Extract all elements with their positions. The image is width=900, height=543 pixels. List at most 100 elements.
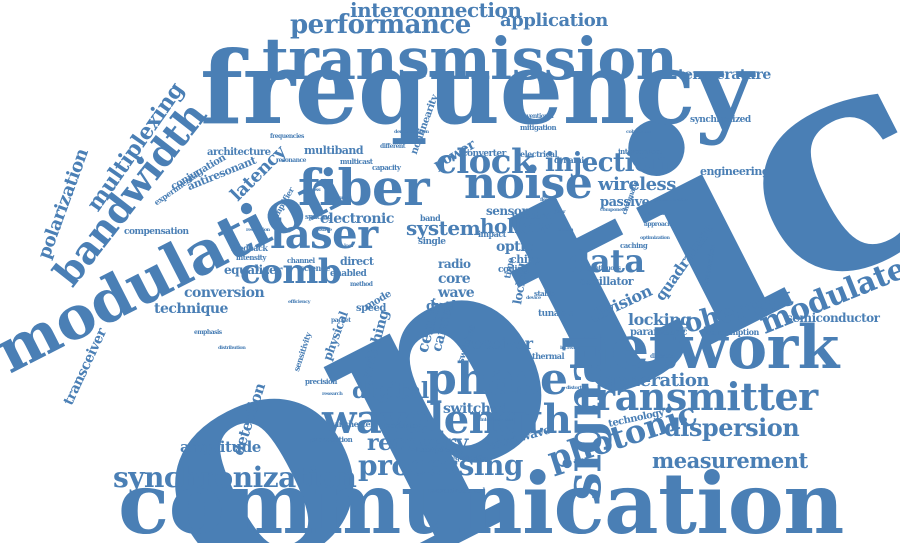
word-communication: communication bbox=[118, 454, 844, 543]
word-injection: injection bbox=[545, 148, 670, 178]
word-noise: noise bbox=[464, 158, 593, 209]
word-oscillator: oscillator bbox=[580, 275, 634, 288]
word-application: application bbox=[500, 10, 608, 31]
word-compensation: compensation bbox=[124, 227, 189, 237]
word-loss: loss bbox=[344, 243, 353, 249]
word-wireless: wireless bbox=[598, 174, 676, 195]
word-electrical: electrical bbox=[520, 149, 558, 159]
word-laser: laser bbox=[270, 211, 378, 258]
word-cross: cross bbox=[308, 187, 321, 193]
word-receiver: receiver bbox=[464, 334, 533, 353]
word-wave: wave bbox=[438, 285, 475, 301]
word-switched: switched bbox=[443, 401, 509, 417]
word-generation: generation bbox=[604, 370, 709, 391]
word-approach: approach bbox=[644, 221, 672, 228]
word-heterogeneous: heterogeneous bbox=[416, 447, 460, 454]
word-wavelength: wavelength bbox=[322, 396, 572, 443]
word-modulator: modulator bbox=[384, 421, 421, 430]
word-interconnect: interconnect bbox=[618, 147, 663, 156]
word-radio: radio bbox=[438, 257, 471, 271]
word-increase: increase bbox=[560, 345, 580, 351]
word-comb: comb bbox=[240, 252, 342, 292]
word-direct: direct bbox=[340, 255, 374, 268]
word-discrete: discrete bbox=[650, 353, 674, 360]
word-synchronization: synchronization bbox=[113, 461, 357, 494]
word-conversion: conversion bbox=[184, 285, 265, 301]
word-resolution: resolution bbox=[246, 227, 270, 233]
word-device: device bbox=[526, 295, 541, 301]
word-source: source bbox=[316, 227, 332, 233]
word-architecture: architecture bbox=[207, 147, 271, 158]
word-science: science bbox=[300, 263, 330, 273]
word-spacing: spacing bbox=[305, 212, 332, 221]
word-multicast: multicast bbox=[340, 157, 373, 166]
word-multiband: multiband bbox=[304, 144, 364, 157]
word-component: component bbox=[600, 207, 627, 213]
word-transmission: transmission bbox=[262, 25, 678, 93]
word-spectral: spectral bbox=[512, 211, 554, 222]
word-coding: coding bbox=[498, 265, 530, 275]
word-manchester: manchester bbox=[326, 419, 374, 429]
word-distortion: distortion bbox=[566, 385, 589, 391]
word-temperature: temperature bbox=[678, 67, 771, 83]
word-channels: channels bbox=[330, 195, 352, 201]
word-speed: speed bbox=[356, 303, 386, 314]
word-parametric: parametric bbox=[630, 327, 687, 338]
word-frequencies: frequencies bbox=[270, 133, 304, 140]
word-thermal: thermal bbox=[532, 351, 565, 361]
word-efficiency: efficiency bbox=[288, 299, 311, 305]
word-resonance: resonance bbox=[276, 157, 306, 164]
word-silicon: silicon bbox=[558, 227, 574, 233]
word-propagation: propagation bbox=[310, 435, 353, 444]
word-interferometer: interferometer bbox=[480, 417, 515, 423]
word-precision: precision bbox=[305, 377, 337, 386]
word-different: different bbox=[380, 143, 406, 150]
word-processing: processing bbox=[358, 449, 523, 482]
word-optimization: optimization bbox=[640, 235, 670, 241]
word-coherence: coherence bbox=[626, 129, 651, 135]
word-jitter: jitter bbox=[554, 209, 566, 215]
word-packet: packet bbox=[331, 317, 351, 324]
word-enabled: enabled bbox=[330, 269, 367, 279]
word-band: band bbox=[420, 213, 441, 223]
word-conventional: conventional bbox=[516, 113, 554, 120]
word-locking: locking bbox=[628, 310, 691, 329]
word-consumption: consumption bbox=[706, 327, 759, 337]
word-digital: digital bbox=[352, 378, 429, 404]
word-dynamic: dynamic bbox=[554, 155, 589, 165]
word-converter: converter bbox=[462, 149, 506, 159]
word-channel: channel bbox=[287, 256, 315, 265]
word-amplitude: amplitude bbox=[180, 438, 261, 456]
word-dual: dual bbox=[426, 299, 456, 314]
word-photodetector: photodetector bbox=[654, 197, 688, 203]
word-microstructured: microstructured bbox=[428, 486, 485, 495]
word-mitigation: mitigation bbox=[520, 123, 557, 132]
word-hollow: hollow bbox=[480, 214, 551, 238]
word-method: method bbox=[350, 281, 373, 288]
word-flexible: flexible bbox=[540, 197, 557, 203]
word-engineering: engineering bbox=[700, 165, 770, 178]
word-network: network bbox=[568, 313, 839, 383]
word-distribution: distribution bbox=[218, 345, 246, 351]
word-transmitter: transmitter bbox=[578, 374, 818, 419]
word-emphasis: emphasis bbox=[194, 329, 222, 336]
word-technique: technique bbox=[154, 301, 228, 317]
word-performance: performance bbox=[290, 10, 471, 40]
word-demonstration: demonstration bbox=[394, 129, 429, 135]
word-interconnection: interconnection bbox=[350, 0, 522, 22]
word-synchronized: synchronized bbox=[690, 115, 751, 125]
word-equalization: equalization bbox=[452, 455, 488, 462]
word-stable: stable bbox=[534, 289, 555, 298]
word-continuous: continuous bbox=[588, 265, 621, 272]
word-chirp: chirp bbox=[510, 253, 540, 266]
word-optic: optic bbox=[496, 239, 533, 255]
word-impact: impact bbox=[478, 229, 506, 239]
word-electronic: electronic bbox=[320, 211, 394, 227]
word-measurement: measurement bbox=[652, 448, 808, 473]
word-fiber: fiber bbox=[298, 158, 430, 217]
word-single: single bbox=[418, 237, 446, 247]
word-equalizer: equalizer bbox=[224, 263, 282, 277]
word-dispersion: dispersion bbox=[664, 413, 800, 442]
word-passive: passive bbox=[600, 195, 650, 210]
